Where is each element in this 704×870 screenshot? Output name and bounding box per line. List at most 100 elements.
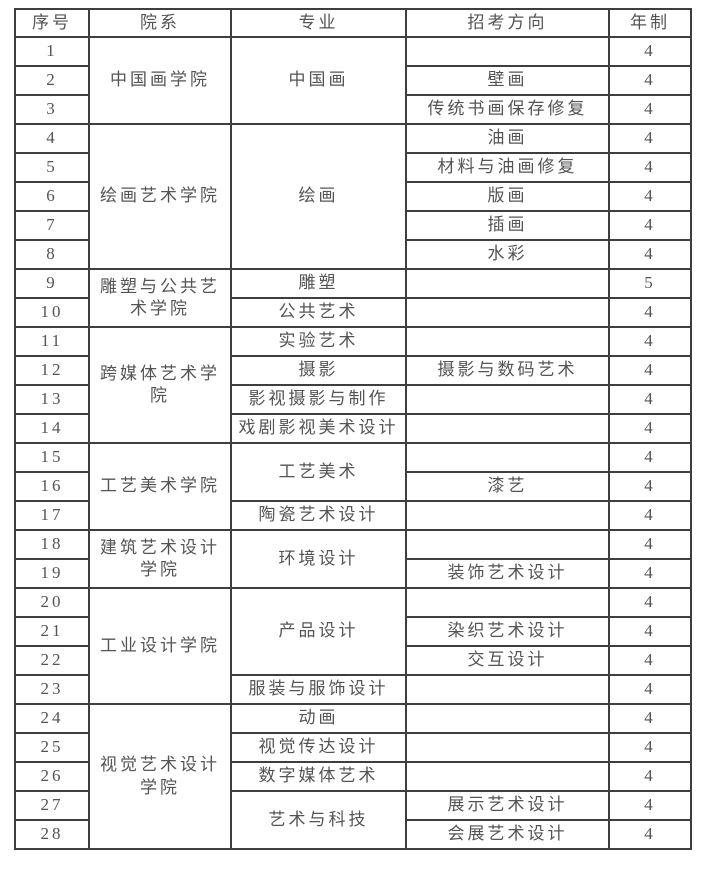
program-years-cell: 4: [608, 587, 692, 618]
program-years-cell: 4: [608, 616, 692, 647]
exam-direction-cell: 摄影与数码艺术: [405, 355, 610, 386]
serial-number-cell: 8: [14, 239, 90, 270]
department-cell: 绘画艺术学院: [88, 123, 232, 270]
serial-number-cell: 9: [14, 268, 90, 299]
exam-direction-cell: [405, 36, 610, 67]
major-cell: 产品设计: [230, 587, 407, 676]
exam-direction-cell: 交互设计: [405, 645, 610, 676]
exam-direction-cell: [405, 761, 610, 792]
serial-number-cell: 25: [14, 732, 90, 763]
header-serial-number: 序号: [14, 8, 90, 38]
program-years-cell: 4: [608, 442, 692, 473]
table-row: 21 染织艺术设计 4: [14, 616, 692, 647]
program-years-cell: 4: [608, 94, 692, 125]
program-years-cell: 4: [608, 732, 692, 763]
serial-number-cell: 1: [14, 36, 90, 67]
serial-number-cell: 28: [14, 819, 90, 850]
table-row: 19 装饰艺术设计 4: [14, 558, 692, 589]
header-exam-direction: 招考方向: [405, 8, 610, 38]
table-row: 4 绘画艺术学院 绘画 油画 4: [14, 123, 692, 270]
serial-number-cell: 4: [14, 123, 90, 154]
table-row: 17 陶瓷艺术设计 4: [14, 500, 692, 531]
major-cell: 绘画: [230, 123, 407, 270]
program-years-cell: 4: [608, 703, 692, 734]
table-row: 28 会展艺术设计 4: [14, 819, 692, 850]
table-row: 20 工业设计学院 产品设计 4: [14, 587, 692, 705]
program-years-cell: 4: [608, 210, 692, 241]
major-cell: 中国画: [230, 36, 407, 125]
exam-direction-cell: 展示艺术设计: [405, 790, 610, 821]
admissions-table: 序号 院系 专业 招考方向 年制 1 中国画学院 中国画 4 2 壁画 4 3 传统书画保存修复…: [14, 8, 692, 850]
program-years-cell: 4: [608, 181, 692, 212]
table-row: 15 工艺美术学院 工艺美术 4: [14, 442, 692, 531]
serial-number-cell: 21: [14, 616, 90, 647]
program-years-cell: 4: [608, 326, 692, 357]
program-years-cell: 4: [608, 529, 692, 560]
program-years-cell: 4: [608, 384, 692, 415]
serial-number-cell: 26: [14, 761, 90, 792]
table-row: 18 建筑艺术设计学院 环境设计 4: [14, 529, 692, 589]
table-row: 3 传统书画保存修复 4: [14, 94, 692, 125]
exam-direction-cell: [405, 268, 610, 299]
program-years-cell: 4: [608, 674, 692, 705]
serial-number-cell: 20: [14, 587, 90, 618]
exam-direction-cell: 会展艺术设计: [405, 819, 610, 850]
serial-number-cell: 2: [14, 65, 90, 96]
exam-direction-cell: [405, 384, 610, 415]
exam-direction-cell: [405, 732, 610, 763]
exam-direction-cell: [405, 587, 610, 618]
program-years-cell: 4: [608, 36, 692, 67]
table-row: 14 戏剧影视美术设计 4: [14, 413, 692, 444]
department-cell: 工艺美术学院: [88, 442, 232, 531]
exam-direction-cell: [405, 500, 610, 531]
program-years-cell: 4: [608, 761, 692, 792]
department-cell: 视觉艺术设计学院: [88, 703, 232, 850]
program-years-cell: 4: [608, 152, 692, 183]
major-cell: 环境设计: [230, 529, 407, 589]
program-years-cell: 5: [608, 268, 692, 299]
exam-direction-cell: 装饰艺术设计: [405, 558, 610, 589]
program-years-cell: 4: [608, 558, 692, 589]
major-cell: 摄影: [230, 355, 407, 386]
table-row: 27 艺术与科技 展示艺术设计 4: [14, 790, 692, 850]
exam-direction-cell: 插画: [405, 210, 610, 241]
serial-number-cell: 15: [14, 442, 90, 473]
table-row: 13 影视摄影与制作 4: [14, 384, 692, 415]
table-row: 9 雕塑与公共艺术学院 雕塑 5: [14, 268, 692, 328]
program-years-cell: 4: [608, 790, 692, 821]
major-cell: 公共艺术: [230, 297, 407, 328]
table-row: 6 版画 4: [14, 181, 692, 212]
table-row: 12 摄影 摄影与数码艺术 4: [14, 355, 692, 386]
exam-direction-cell: [405, 674, 610, 705]
program-years-cell: 4: [608, 123, 692, 154]
major-cell: 动画: [230, 703, 407, 734]
table-row: 25 视觉传达设计 4: [14, 732, 692, 763]
exam-direction-cell: 水彩: [405, 239, 610, 270]
major-cell: 实验艺术: [230, 326, 407, 357]
header-department: 院系: [88, 8, 232, 38]
major-cell: 雕塑: [230, 268, 407, 299]
major-cell: 工艺美术: [230, 442, 407, 502]
serial-number-cell: 18: [14, 529, 90, 560]
exam-direction-cell: [405, 442, 610, 473]
serial-number-cell: 24: [14, 703, 90, 734]
table-row: 22 交互设计 4: [14, 645, 692, 676]
major-cell: 陶瓷艺术设计: [230, 500, 407, 531]
table-row: 5 材料与油画修复 4: [14, 152, 692, 183]
program-years-cell: 4: [608, 239, 692, 270]
major-cell: 艺术与科技: [230, 790, 407, 850]
department-cell: 工业设计学院: [88, 587, 232, 705]
serial-number-cell: 10: [14, 297, 90, 328]
serial-number-cell: 12: [14, 355, 90, 386]
exam-direction-cell: 材料与油画修复: [405, 152, 610, 183]
exam-direction-cell: 版画: [405, 181, 610, 212]
header-program-years: 年制: [608, 8, 692, 38]
major-cell: 视觉传达设计: [230, 732, 407, 763]
serial-number-cell: 17: [14, 500, 90, 531]
table-row: 24 视觉艺术设计学院 动画 4: [14, 703, 692, 850]
exam-direction-cell: [405, 529, 610, 560]
table-body: 1 中国画学院 中国画 4 2 壁画 4 3 传统书画保存修复 4 4 绘画艺术学院 绘画 油画 4 5 材料与…: [14, 36, 692, 850]
exam-direction-cell: 壁画: [405, 65, 610, 96]
exam-direction-cell: 染织艺术设计: [405, 616, 610, 647]
